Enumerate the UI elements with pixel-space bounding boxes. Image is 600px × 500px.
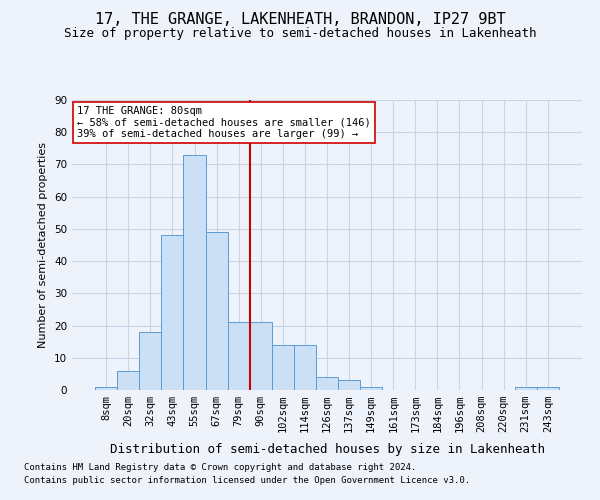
Bar [294,345,316,390]
Bar [117,370,139,390]
Bar [316,377,338,390]
Bar [537,387,559,390]
Bar [206,232,227,390]
Text: Contains HM Land Registry data © Crown copyright and database right 2024.: Contains HM Land Registry data © Crown c… [24,464,416,472]
Bar [515,387,537,390]
Bar [250,322,272,390]
Text: Size of property relative to semi-detached houses in Lakenheath: Size of property relative to semi-detach… [64,28,536,40]
Text: Distribution of semi-detached houses by size in Lakenheath: Distribution of semi-detached houses by … [110,442,545,456]
Bar [227,322,250,390]
Bar [272,345,294,390]
Bar [95,387,117,390]
Y-axis label: Number of semi-detached properties: Number of semi-detached properties [38,142,49,348]
Bar [139,332,161,390]
Bar [360,387,382,390]
Text: 17, THE GRANGE, LAKENHEATH, BRANDON, IP27 9BT: 17, THE GRANGE, LAKENHEATH, BRANDON, IP2… [95,12,505,28]
Bar [184,155,206,390]
Text: 17 THE GRANGE: 80sqm
← 58% of semi-detached houses are smaller (146)
39% of semi: 17 THE GRANGE: 80sqm ← 58% of semi-detac… [77,106,371,139]
Bar [161,236,184,390]
Text: Contains public sector information licensed under the Open Government Licence v3: Contains public sector information licen… [24,476,470,485]
Bar [338,380,360,390]
